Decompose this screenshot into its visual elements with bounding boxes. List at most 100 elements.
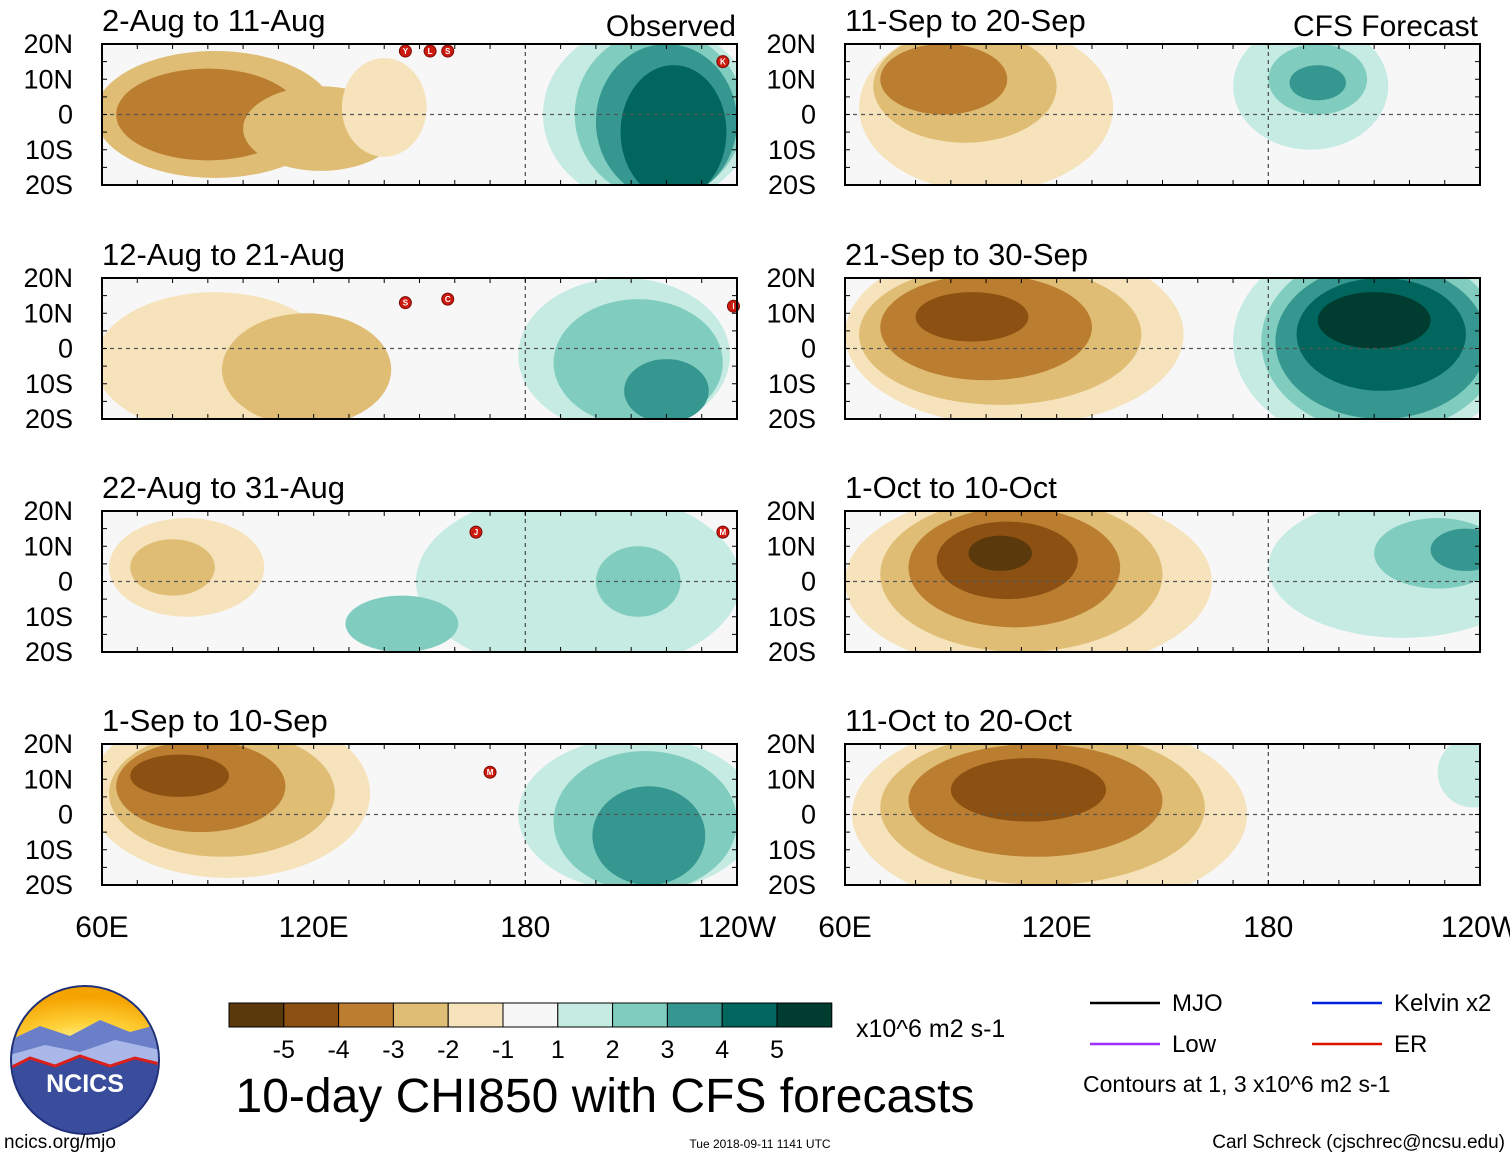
tropical-cyclone-icon: S <box>398 296 412 310</box>
y-tick-label: 20N <box>23 496 73 526</box>
y-tick-label: 10N <box>766 764 816 794</box>
x-tick-label: 120W <box>1441 911 1510 944</box>
anomaly-shading <box>620 65 727 185</box>
storm-label: I <box>732 302 734 311</box>
y-tick-label: 20S <box>25 404 73 434</box>
y-tick-label: 20S <box>768 170 816 200</box>
colorbar-swatch <box>557 1002 614 1028</box>
legend-label: Kelvin x2 <box>1394 990 1491 1017</box>
y-tick-label: 10N <box>766 64 816 94</box>
y-tick-label: 0 <box>801 567 816 597</box>
panel-period-title: 12-Aug to 21-Aug <box>102 237 345 272</box>
colorbar-tick-label: -1 <box>492 1036 514 1064</box>
map-panel: S C I 20N 10N 0 10S 20S 12-Aug to 21-Aug <box>23 237 740 434</box>
y-tick-label: 0 <box>58 100 73 130</box>
legend-label: ER <box>1394 1031 1427 1058</box>
panel-period-title: 1-Sep to 10-Sep <box>102 703 328 738</box>
y-tick-label: 0 <box>801 334 816 364</box>
colorbar: -5 -4 -3 -2 -1 1 2 3 4 5 <box>228 1002 833 1064</box>
colorbar-swatch <box>447 1002 504 1028</box>
colorbar-tick-label: 1 <box>551 1036 565 1064</box>
tropical-cyclone-icon: L <box>423 44 437 58</box>
panel-period-title: 21-Sep to 30-Sep <box>845 237 1088 272</box>
x-tick-label: 180 <box>500 911 550 944</box>
tropical-cyclone-icon: S <box>441 44 455 58</box>
y-tick-label: 10S <box>25 135 73 165</box>
y-tick-label: 10S <box>25 835 73 865</box>
storm-label: Y <box>403 47 409 56</box>
y-tick-label: 10N <box>766 298 816 328</box>
anomaly-shading <box>345 595 459 652</box>
y-tick-label: 0 <box>801 800 816 830</box>
legend: MJO Kelvin x2 Low ER <box>1090 990 1491 1058</box>
colorbar-tick-label: -3 <box>382 1036 404 1064</box>
contour-note: Contours at 1, 3 x10^6 m2 s-1 <box>1083 1071 1390 1097</box>
x-tick-label: 120E <box>279 911 349 944</box>
y-tick-label: 10S <box>768 369 816 399</box>
y-tick-label: 20S <box>768 637 816 667</box>
y-tick-label: 0 <box>58 567 73 597</box>
anomaly-shading <box>341 58 427 157</box>
colorbar-tick-label: 5 <box>770 1036 784 1064</box>
colorbar-swatch <box>502 1002 559 1028</box>
colorbar-tick-label: 4 <box>715 1036 729 1064</box>
x-tick-label: 120E <box>1022 911 1092 944</box>
y-tick-label: 10N <box>23 64 73 94</box>
anomaly-shading <box>880 44 1008 115</box>
storm-label: S <box>445 47 451 56</box>
y-tick-label: 0 <box>58 800 73 830</box>
footer-credit: Carl Schreck (cjschrec@ncsu.edu) <box>1212 1132 1505 1153</box>
panel-period-title: 1-Oct to 10-Oct <box>845 470 1057 505</box>
y-tick-label: 0 <box>58 334 73 364</box>
colorbar-tick-label: -5 <box>273 1036 295 1064</box>
y-tick-label: 10N <box>23 531 73 561</box>
ncics-logo-text: NCICS <box>46 1070 124 1098</box>
y-tick-label: 20S <box>768 404 816 434</box>
anomaly-shading <box>950 758 1107 822</box>
anomaly-shading <box>624 359 709 419</box>
colorbar-swatch <box>283 1002 340 1028</box>
colorbar-tick-label: 2 <box>606 1036 620 1064</box>
colorbar-swatch <box>338 1002 394 1028</box>
tropical-cyclone-icon: M <box>716 525 730 539</box>
map-panel: 20N 10N 0 10S 20S 21-Sep to 30-Sep <box>766 237 1481 434</box>
x-tick-label: 180 <box>1243 911 1293 944</box>
forecast-label: CFS Forecast <box>1293 10 1479 43</box>
y-tick-label: 20N <box>766 263 816 293</box>
storm-label: S <box>403 299 409 308</box>
x-tick-label: 60E <box>75 911 128 944</box>
y-tick-label: 10N <box>23 298 73 328</box>
y-tick-label: 10S <box>768 135 816 165</box>
anomaly-shading <box>1437 744 1480 808</box>
colorbar-tick-label: 3 <box>660 1036 674 1064</box>
figure-title: 10-day CHI850 with CFS forecasts <box>236 1070 975 1123</box>
colorbar-swatch <box>776 1002 833 1028</box>
anomaly-shading <box>130 539 215 596</box>
y-tick-label: 20N <box>23 263 73 293</box>
anomaly-shading <box>592 786 706 885</box>
y-tick-label: 10S <box>25 369 73 399</box>
y-tick-label: 0 <box>801 100 816 130</box>
legend-label: Low <box>1172 1031 1217 1058</box>
panel-period-title: 11-Oct to 20-Oct <box>845 703 1072 738</box>
legend-item: MJO <box>1090 990 1223 1017</box>
colorbar-swatch <box>721 1002 778 1028</box>
storm-label: M <box>487 768 494 777</box>
tropical-cyclone-icon: J <box>469 525 483 539</box>
y-tick-label: 20S <box>25 870 73 900</box>
tropical-cyclone-icon: C <box>441 292 455 306</box>
y-tick-label: 10S <box>768 602 816 632</box>
footer-url[interactable]: ncics.org/mjo <box>4 1132 116 1153</box>
tropical-cyclone-icon: Y <box>398 44 412 58</box>
anomaly-shading <box>1317 292 1431 349</box>
footer-timestamp: Tue 2018-09-11 1141 UTC <box>689 1137 831 1151</box>
anomaly-shading <box>221 313 392 419</box>
colorbar-units: x10^6 m2 s-1 <box>856 1015 1005 1043</box>
panel-period-title: 11-Sep to 20-Sep <box>845 3 1086 38</box>
storm-label: L <box>428 47 433 56</box>
y-tick-label: 10N <box>766 531 816 561</box>
colorbar-tick-label: -4 <box>327 1036 349 1064</box>
map-panel: 20N 10N 0 10S 20S 11-Sep to 20-Sep <box>766 3 1481 200</box>
